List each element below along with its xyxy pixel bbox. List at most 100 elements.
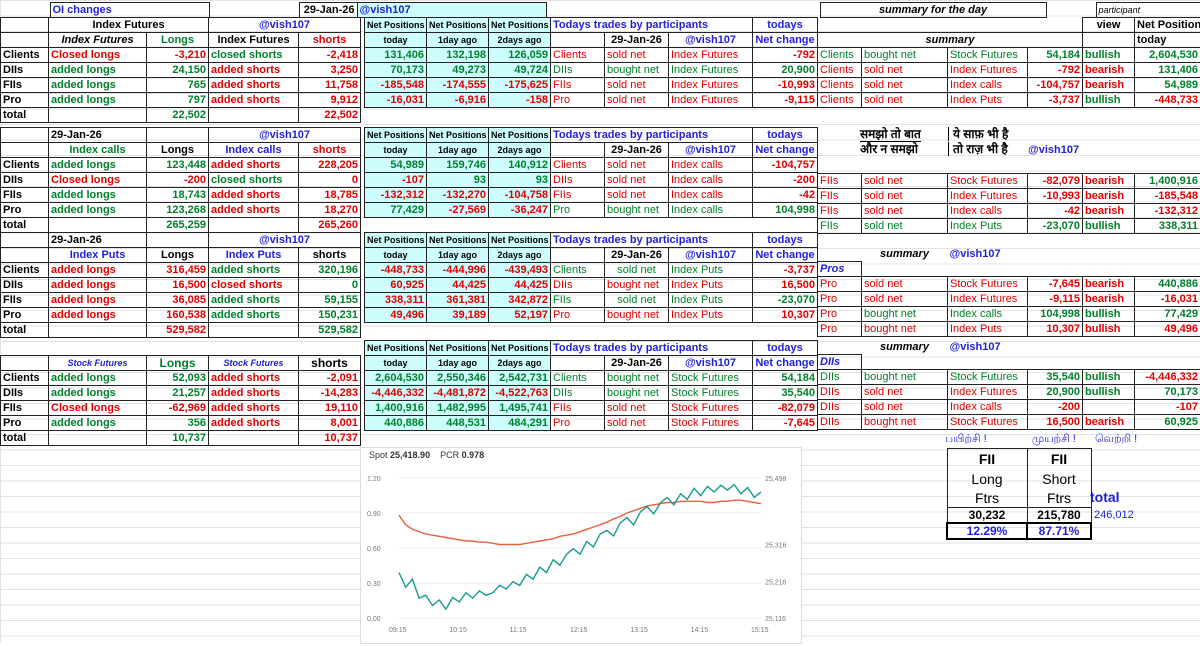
- action-cell: sold net: [605, 401, 669, 416]
- col-header: Index calls: [209, 143, 299, 158]
- instrument-cell: Index Futures: [669, 48, 753, 63]
- tamil-word: முயற்சி !: [1032, 433, 1076, 447]
- diis-label: DIIs: [818, 355, 862, 370]
- net-sub: today: [365, 356, 427, 371]
- participant-cell: FIIs: [1, 293, 49, 308]
- action-cell: added longs: [49, 308, 147, 323]
- net-sub: 2days ago: [489, 143, 551, 158]
- right-tick-label: 25,316: [765, 543, 787, 550]
- pcr-label: PCR: [440, 450, 459, 460]
- action-cell: bought net: [862, 322, 948, 337]
- action-cell: sold net: [605, 93, 669, 108]
- value-cell: -3,737: [753, 263, 818, 278]
- action-cell: closed shorts: [209, 48, 299, 63]
- action-cell: added longs: [49, 78, 147, 93]
- value-cell: 356: [147, 416, 209, 431]
- col-header: Stock Futures: [209, 356, 299, 371]
- participant-cell: DIIs: [1, 173, 49, 188]
- net-cell: 77,429: [1135, 307, 1200, 322]
- value-cell: -14,283: [299, 386, 361, 401]
- instrument-cell: Stock Futures: [669, 371, 753, 386]
- value-cell: 338,311: [365, 293, 427, 308]
- instrument-cell: Stock Futures: [669, 386, 753, 401]
- value-cell: 19,110: [299, 401, 361, 416]
- pcr-value: 0.978: [462, 450, 485, 460]
- trades-title: Todays trades by participants: [551, 128, 753, 143]
- value-cell: 228,205: [299, 158, 361, 173]
- participant-cell: FIIs: [818, 219, 862, 234]
- top-handle: @vish107: [357, 3, 546, 18]
- x-tick-label: 10:15: [449, 627, 467, 634]
- value-cell: 126,059: [489, 48, 551, 63]
- col-header: shorts: [299, 248, 361, 263]
- col-header: Index Puts: [49, 248, 147, 263]
- net-sub: today: [365, 33, 427, 48]
- value-cell: -23,070: [1028, 219, 1083, 234]
- action-cell: bought net: [862, 415, 948, 430]
- total-shorts: 22,502: [299, 108, 361, 123]
- participant-cell: Pro: [1, 416, 49, 431]
- action-cell: added shorts: [209, 263, 299, 278]
- participant-cell: DIIs: [551, 386, 605, 401]
- net-sub: 1day ago: [427, 356, 489, 371]
- instrument-cell: Stock Futures: [948, 370, 1028, 385]
- value-cell: 150,231: [299, 308, 361, 323]
- value-cell: 54,184: [1028, 48, 1083, 63]
- participant-cell: DIIs: [1, 63, 49, 78]
- participant-cell: Clients: [551, 158, 605, 173]
- col-header: Longs: [147, 248, 209, 263]
- participant-cell: Pro: [818, 322, 862, 337]
- action-cell: bought net: [862, 370, 948, 385]
- action-cell: Closed longs: [49, 401, 147, 416]
- fii-short-value: 215,780: [1027, 508, 1091, 524]
- x-tick-label: 11:15: [510, 627, 527, 634]
- value-cell: 9,912: [299, 93, 361, 108]
- action-cell: sold net: [862, 174, 948, 189]
- todays-label: todays: [753, 128, 818, 143]
- instrument-cell: Index calls: [669, 158, 753, 173]
- instrument-cell: Index Futures: [669, 93, 753, 108]
- view-cell: bearish: [1083, 174, 1135, 189]
- action-cell: bought net: [605, 63, 669, 78]
- col-header: Longs: [147, 33, 209, 48]
- view-cell: bearish: [1083, 415, 1135, 430]
- net-change-label: Net change: [753, 356, 818, 371]
- fii-ftrs-label: Ftrs: [947, 489, 1027, 508]
- trades-title: Todays trades by participants: [551, 233, 753, 248]
- value-cell: -185,548: [365, 78, 427, 93]
- participant-cell: FIIs: [818, 174, 862, 189]
- total-label: total: [1, 431, 49, 446]
- net-sub: 2days ago: [489, 33, 551, 48]
- instrument-cell: Stock Futures: [948, 277, 1028, 292]
- net-cell: 338,311: [1135, 219, 1200, 234]
- instrument-cell: Index calls: [669, 173, 753, 188]
- value-cell: 2,550,346: [427, 371, 489, 386]
- net-header: Net Positions: [427, 128, 489, 143]
- value-cell: 44,425: [489, 278, 551, 293]
- action-cell: added longs: [49, 278, 147, 293]
- value-cell: -792: [753, 48, 818, 63]
- instrument-cell: Stock Futures: [948, 48, 1028, 63]
- participant-cell: Clients: [1, 48, 49, 63]
- left-tick-label: 0.60: [367, 546, 381, 553]
- net-cell: 60,925: [1135, 415, 1200, 430]
- instrument-cell: Stock Futures: [948, 174, 1028, 189]
- view-cell: bullish: [1083, 322, 1135, 337]
- puts-date: 29-Jan-26: [49, 233, 147, 248]
- value-cell: 93: [427, 173, 489, 188]
- net-sub: 1day ago: [427, 143, 489, 158]
- instrument-cell: Index calls: [948, 400, 1028, 415]
- fii-long-pct: 12.29%: [947, 523, 1027, 539]
